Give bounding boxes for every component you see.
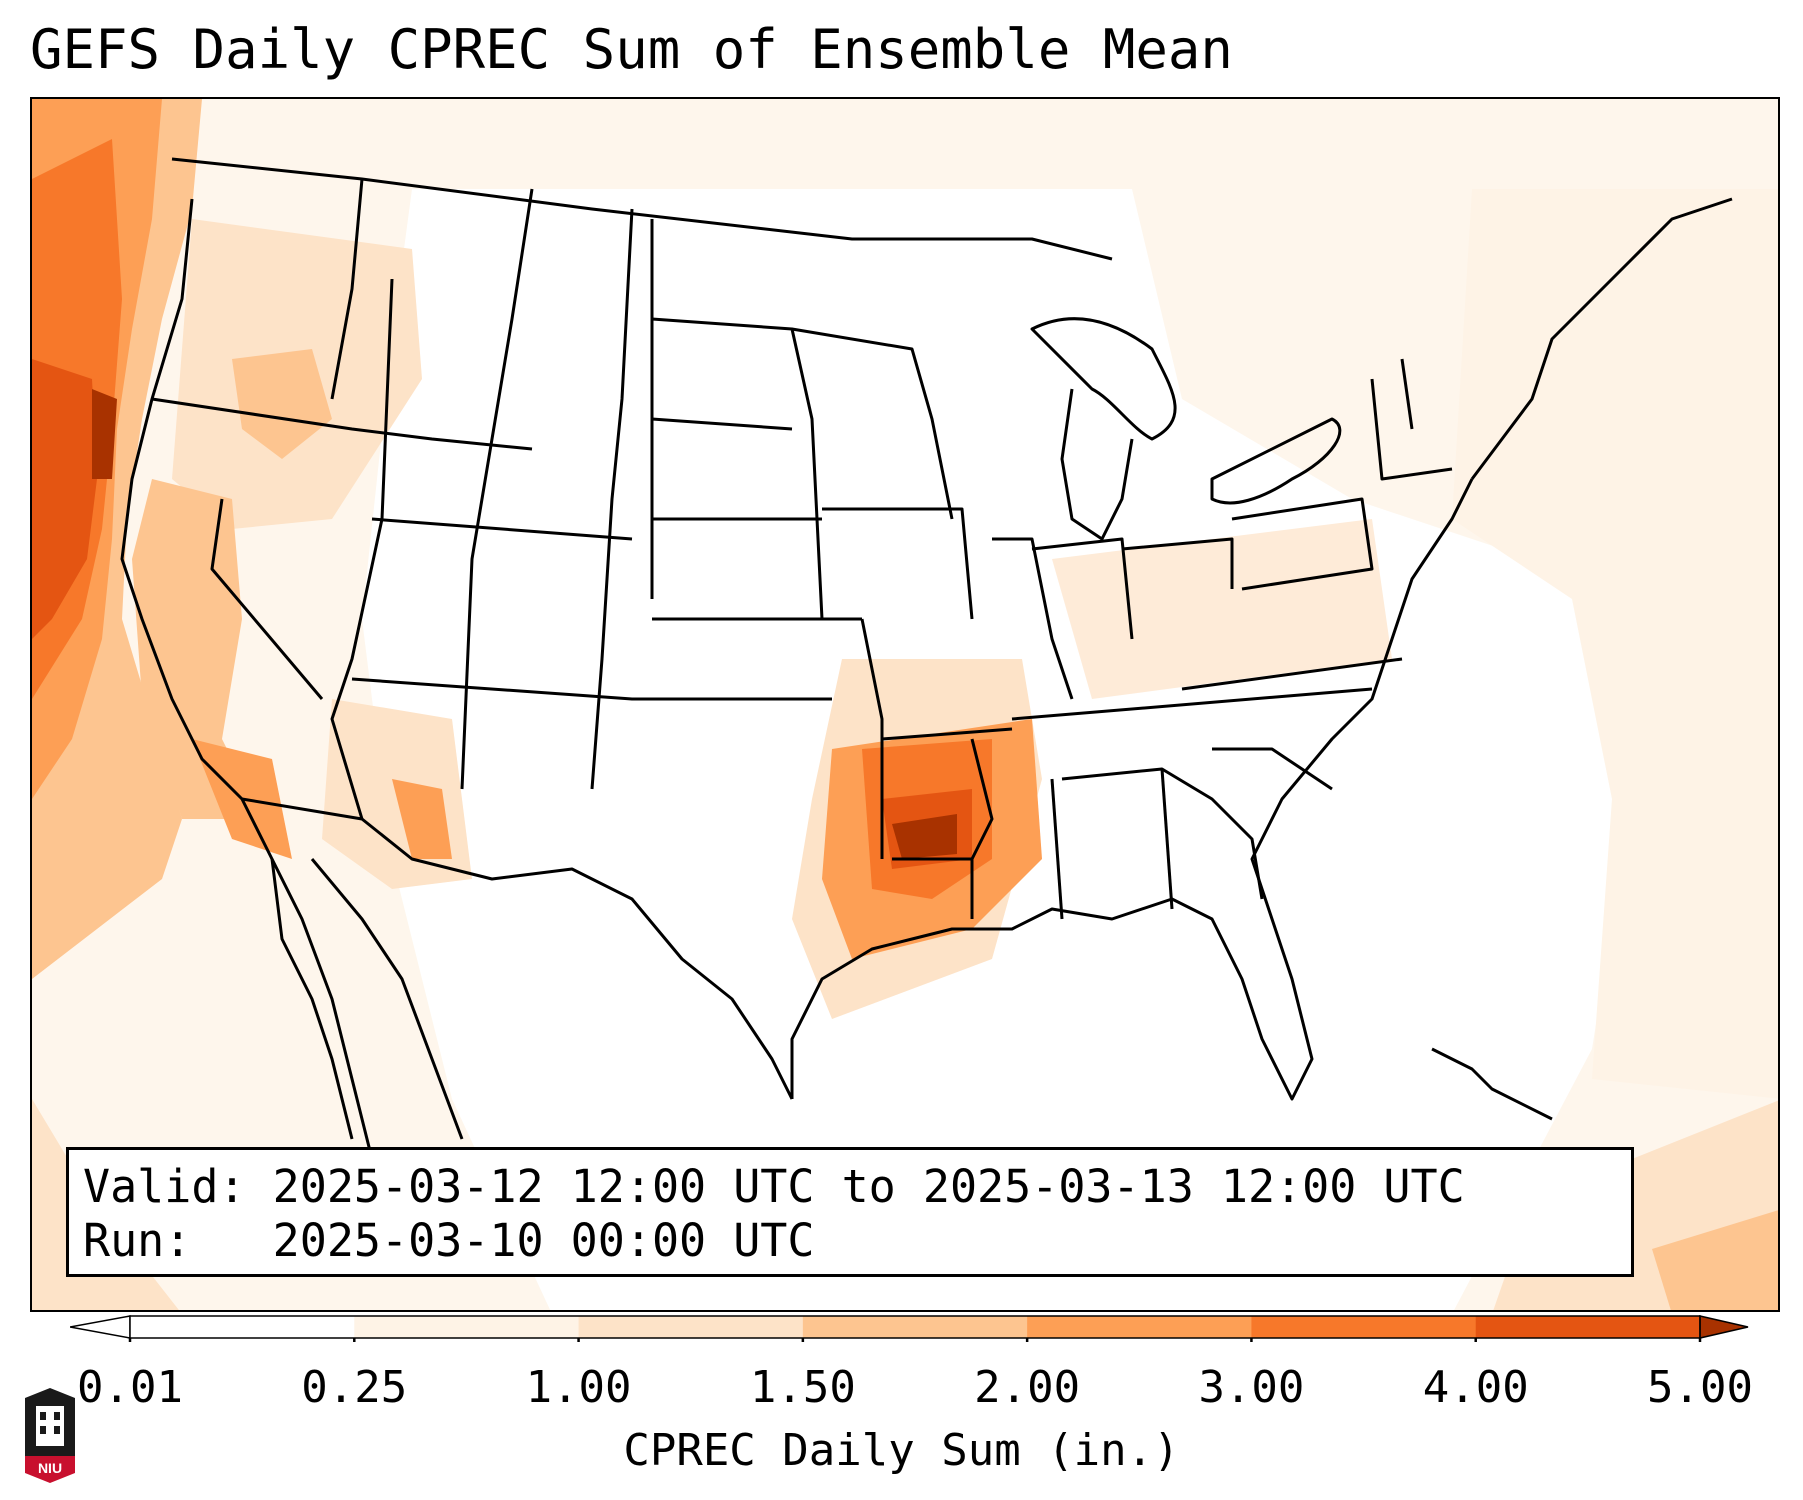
border-mo-ar-ok xyxy=(860,618,884,859)
colorbar-segment xyxy=(1027,1316,1252,1338)
border-oh-pa xyxy=(1121,537,1234,589)
coastline-bahamas xyxy=(1431,1047,1553,1121)
precip-pnw-medium xyxy=(232,349,332,459)
border-nv-ut-az xyxy=(330,278,394,820)
border-vt-nh xyxy=(1400,358,1414,430)
border-mt-wy-co xyxy=(460,188,534,790)
border-il-in xyxy=(992,537,1074,700)
colorbar-segment xyxy=(578,1316,804,1338)
validity-info-box: Valid: 2025-03-12 12:00 UTC to 2025-03-1… xyxy=(66,1147,1634,1277)
precipitation-map xyxy=(30,97,1780,1312)
colorbar-outline xyxy=(129,1315,1701,1339)
precip-ohio-pale xyxy=(1052,519,1392,699)
precip-west-coast-dark xyxy=(32,359,97,639)
border-sd-ne xyxy=(651,417,793,431)
colorbar-extend-high xyxy=(1699,1315,1749,1339)
precip-arizona-orange xyxy=(392,779,452,859)
border-nc-va xyxy=(1181,657,1403,691)
precip-midsouth-darkest xyxy=(892,814,957,859)
niu-logo: NIU xyxy=(25,1388,75,1483)
colorbar-segment xyxy=(130,1316,355,1338)
colorbar-tick-marks xyxy=(128,1338,1702,1342)
logo-text: NIU xyxy=(38,1460,62,1476)
border-or-ca-nv xyxy=(151,397,533,451)
coastline-gulf-of-california xyxy=(310,858,464,1140)
coastline-gulf-atlantic xyxy=(790,478,1474,1101)
colorbar-segment xyxy=(1251,1316,1477,1338)
colorbar-tick-label: 0.25 xyxy=(301,1362,408,1413)
colorbar-segment xyxy=(354,1316,580,1338)
colorbar-tick-label: 5.00 xyxy=(1647,1362,1753,1413)
border-al-ga-west xyxy=(1160,768,1174,910)
border-wa-id xyxy=(330,178,364,400)
precip-field-layer xyxy=(32,99,1778,1310)
precip-west-coast-darkest xyxy=(92,389,117,479)
border-in-oh xyxy=(1031,537,1134,640)
border-pennsylvania xyxy=(1231,497,1374,591)
border-ut-wy-co-north xyxy=(371,517,633,541)
colorbar-tick-label: 2.00 xyxy=(974,1362,1081,1413)
lake-michigan xyxy=(1060,388,1134,541)
colorbar-extend-low xyxy=(70,1315,131,1339)
border-al-ga xyxy=(1061,767,1264,900)
lake-superior-michigan xyxy=(1030,317,1177,441)
run-time-line: Run: 2025-03-10 00:00 UTC xyxy=(83,1214,815,1267)
valid-time-line: Valid: 2025-03-12 12:00 UTC to 2025-03-1… xyxy=(83,1160,1465,1213)
logo-band xyxy=(25,1456,75,1483)
colorbar-tick-label: 4.00 xyxy=(1422,1362,1529,1413)
colorbar-tick-label: 1.50 xyxy=(749,1362,856,1413)
border-tn-ky xyxy=(1011,687,1373,721)
lake-erie-ontario xyxy=(1210,417,1342,505)
colorbar-segment xyxy=(1475,1316,1701,1338)
colorbar xyxy=(70,1315,1749,1342)
boundary-layer xyxy=(120,157,1733,1251)
coastline-pacific xyxy=(120,198,354,1140)
border-new-england xyxy=(1370,378,1453,481)
border-ms-al xyxy=(1050,778,1064,920)
precip-california-medium xyxy=(132,479,262,819)
colorbar-segments xyxy=(70,1315,1749,1339)
precip-caribbean-medium xyxy=(1652,1210,1778,1310)
border-canada-us-west xyxy=(171,157,1113,261)
map-title: GEFS Daily CPREC Sum of Ensemble Mean xyxy=(30,18,1233,81)
colorbar-segment xyxy=(802,1316,1028,1338)
border-wi-mi xyxy=(791,327,954,520)
border-az-nm-ok xyxy=(351,677,832,701)
precip-atlantic-light xyxy=(1452,189,1778,1099)
border-ca-nv xyxy=(210,498,324,700)
border-sc xyxy=(1212,747,1333,791)
border-mississippi-river xyxy=(970,738,994,919)
border-us-mexico xyxy=(241,797,794,1100)
colorbar-tick-label: 0.01 xyxy=(77,1362,183,1413)
border-ia-il xyxy=(822,507,974,620)
colorbar-tick-label: 1.00 xyxy=(525,1362,632,1413)
colorbar-label: CPREC Daily Sum (in.) xyxy=(623,1425,1180,1476)
coastline-northeast xyxy=(1470,197,1733,480)
colorbar-tick-label: 3.00 xyxy=(1198,1362,1305,1413)
border-nd-sd-ne-ks xyxy=(590,208,634,790)
map-canvas xyxy=(32,99,1778,1310)
border-mo-ar xyxy=(881,727,1013,741)
